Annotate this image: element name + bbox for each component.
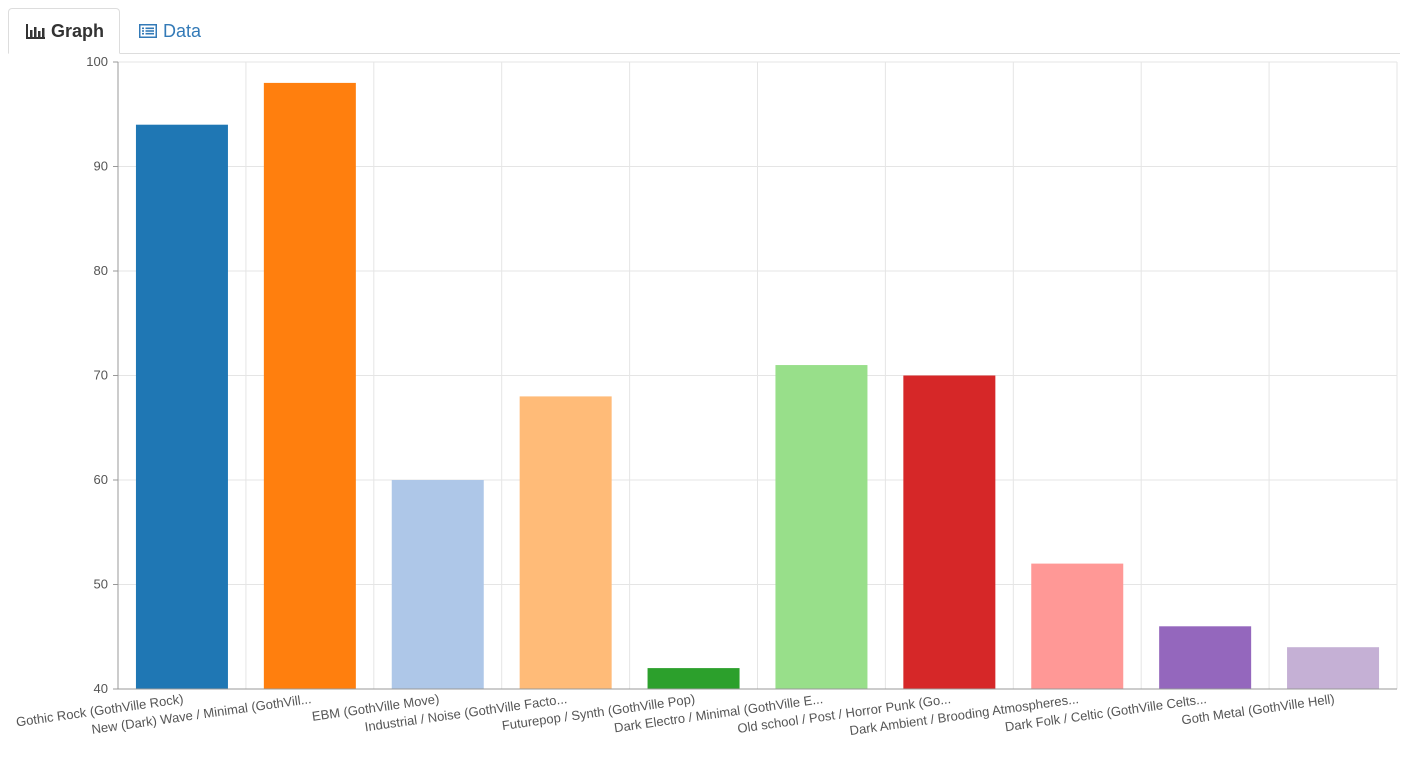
tab-bar: Graph Data (8, 8, 1400, 54)
bar[interactable] (1031, 563, 1124, 689)
axes (113, 61, 1397, 690)
bar[interactable] (519, 396, 612, 689)
tab-data-label: Data (163, 20, 202, 41)
tab-graph[interactable]: Graph (8, 8, 120, 54)
bars (135, 82, 1380, 690)
y-tick-labels: 40 50 60 70 80 90 100 (86, 54, 108, 696)
y-tick-label: 70 (94, 368, 108, 383)
bar[interactable] (391, 480, 484, 689)
y-tick-label: 50 (94, 577, 108, 592)
x-tick-labels: Gothic Rock (GothVille Rock)New (Dark) W… (15, 691, 1335, 738)
y-tick-label: 90 (94, 159, 108, 174)
table-list-icon (139, 24, 157, 38)
bar[interactable] (1287, 647, 1380, 689)
bar-chart-icon (26, 23, 45, 39)
y-tick-label: 80 (94, 263, 108, 278)
y-tick-label: 100 (86, 54, 108, 69)
y-tick-label: 40 (94, 681, 108, 696)
bar[interactable] (647, 668, 740, 689)
tab-graph-label: Graph (51, 20, 105, 41)
bar[interactable] (263, 82, 356, 689)
bar[interactable] (903, 375, 996, 690)
tab-data[interactable]: Data (136, 8, 226, 54)
bar[interactable] (775, 365, 868, 689)
bar[interactable] (1159, 626, 1252, 689)
y-tick-label: 60 (94, 472, 108, 487)
bar[interactable] (135, 124, 228, 689)
